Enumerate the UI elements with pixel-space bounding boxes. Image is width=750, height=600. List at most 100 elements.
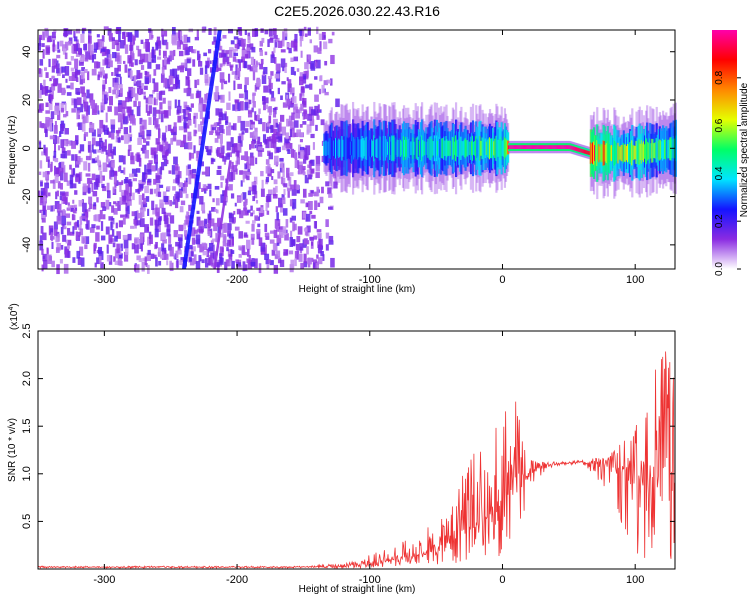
heatmap-cell [65,239,69,244]
heatmap-cell [291,198,297,209]
heatmap-cell [293,120,299,128]
heatmap-cell [172,131,177,141]
heatmap-cell [314,200,318,211]
heatmap-cell [42,86,47,95]
heatmap-cell [244,102,249,111]
heatmap-cell [44,182,50,189]
heatmap-cell [257,149,263,157]
heatmap-cell [38,68,41,74]
heatmap-cell [50,161,53,172]
heatmap-cell [294,152,298,159]
heatmap-cell [63,172,68,182]
heatmap-cell [162,239,167,244]
heatmap-cell [46,89,51,93]
heatmap-cell [117,113,122,123]
heatmap-cell [259,142,262,147]
heatmap-cell [53,165,57,176]
heatmap-cell [196,210,200,214]
heatmap-cell [129,53,135,61]
heatmap-cell [157,191,162,198]
heatmap-cell [153,254,157,259]
heatmap-cell [239,101,244,111]
heatmap-cell [108,60,113,68]
heatmap-cell [233,52,239,57]
heatmap-cell [210,240,214,245]
snr-x-ticks: -300 -200 -100 0 100 [93,331,644,586]
heatmap-cell [45,156,50,162]
heatmap-cell [286,94,289,99]
heatmap-cell [252,66,258,73]
colorbar-ticks: 0.00.20.40.60.8 [714,70,741,276]
heatmap-cell [243,232,248,237]
heatmap-cell [186,211,190,219]
heatmap-cell [241,245,246,255]
heatmap-cell [107,28,112,36]
heatmap-cell [51,66,55,73]
heatmap-cell [139,218,145,228]
heatmap-cell [134,93,139,101]
heatmap-cell [49,77,52,82]
spectrogram-x-tick-label: 100 [626,274,644,286]
heatmap-cell [43,79,46,89]
heatmap-cell [125,183,130,194]
heatmap-cell [48,103,53,111]
heatmap-cell [153,69,157,76]
heatmap-cell [308,55,311,62]
heatmap-cell [166,224,171,232]
heatmap-cell [140,39,144,45]
heatmap-cell [209,189,212,197]
heatmap-cell [47,171,50,175]
heatmap-cell [219,152,224,159]
heatmap-cell [180,31,183,40]
spectrogram-x-ticks: -300 -200 -100 0 100 [93,30,644,286]
heatmap-cell [256,79,261,87]
heatmap-cell [250,121,255,125]
heatmap-cell [254,28,258,37]
heatmap-cell [298,132,304,137]
heatmap-cell [47,122,53,131]
heatmap-cell [159,254,164,259]
heatmap-cell [93,181,99,190]
heatmap-cell [256,231,261,240]
heatmap-cell [160,112,164,123]
heatmap-cell [131,168,137,177]
heatmap-cell [71,183,77,189]
heatmap-cell [240,193,243,202]
heatmap-cell [299,138,303,143]
heatmap-cell [122,116,128,125]
heatmap-cell [142,172,146,182]
heatmap-cell [53,150,57,159]
heatmap-cell [252,196,256,202]
heatmap-cell [284,66,287,73]
heatmap-cell [254,115,258,121]
heatmap-cell [144,173,148,178]
heatmap-cell [265,259,270,265]
heatmap-cell [62,223,65,228]
heatmap-cell [83,43,88,51]
heatmap-cell [62,44,67,52]
heatmap-cell [261,74,267,84]
heatmap-cell [179,206,184,213]
heatmap-cell [169,69,175,78]
spectrogram-y-tick-label: -40 [21,237,33,253]
heatmap-cell [130,225,135,229]
heatmap-cell [147,249,151,255]
heatmap-cell [183,134,187,144]
heatmap-cell [278,122,282,132]
heatmap-cell [206,149,212,156]
heatmap-cell [280,58,286,68]
heatmap-cell [109,170,112,179]
heatmap-cell [162,50,167,58]
heatmap-cell [187,68,192,76]
heatmap-cell [184,181,188,187]
heatmap-cell [290,259,295,270]
heatmap-cell [233,36,239,40]
heatmap-cell [54,174,59,184]
heatmap-cell [236,262,242,267]
heatmap-cell [113,82,119,88]
heatmap-cell [198,55,201,63]
heatmap-cell [250,205,253,211]
heatmap-cell [237,102,241,112]
heatmap-cell [153,178,157,185]
heatmap-cell [161,232,167,240]
